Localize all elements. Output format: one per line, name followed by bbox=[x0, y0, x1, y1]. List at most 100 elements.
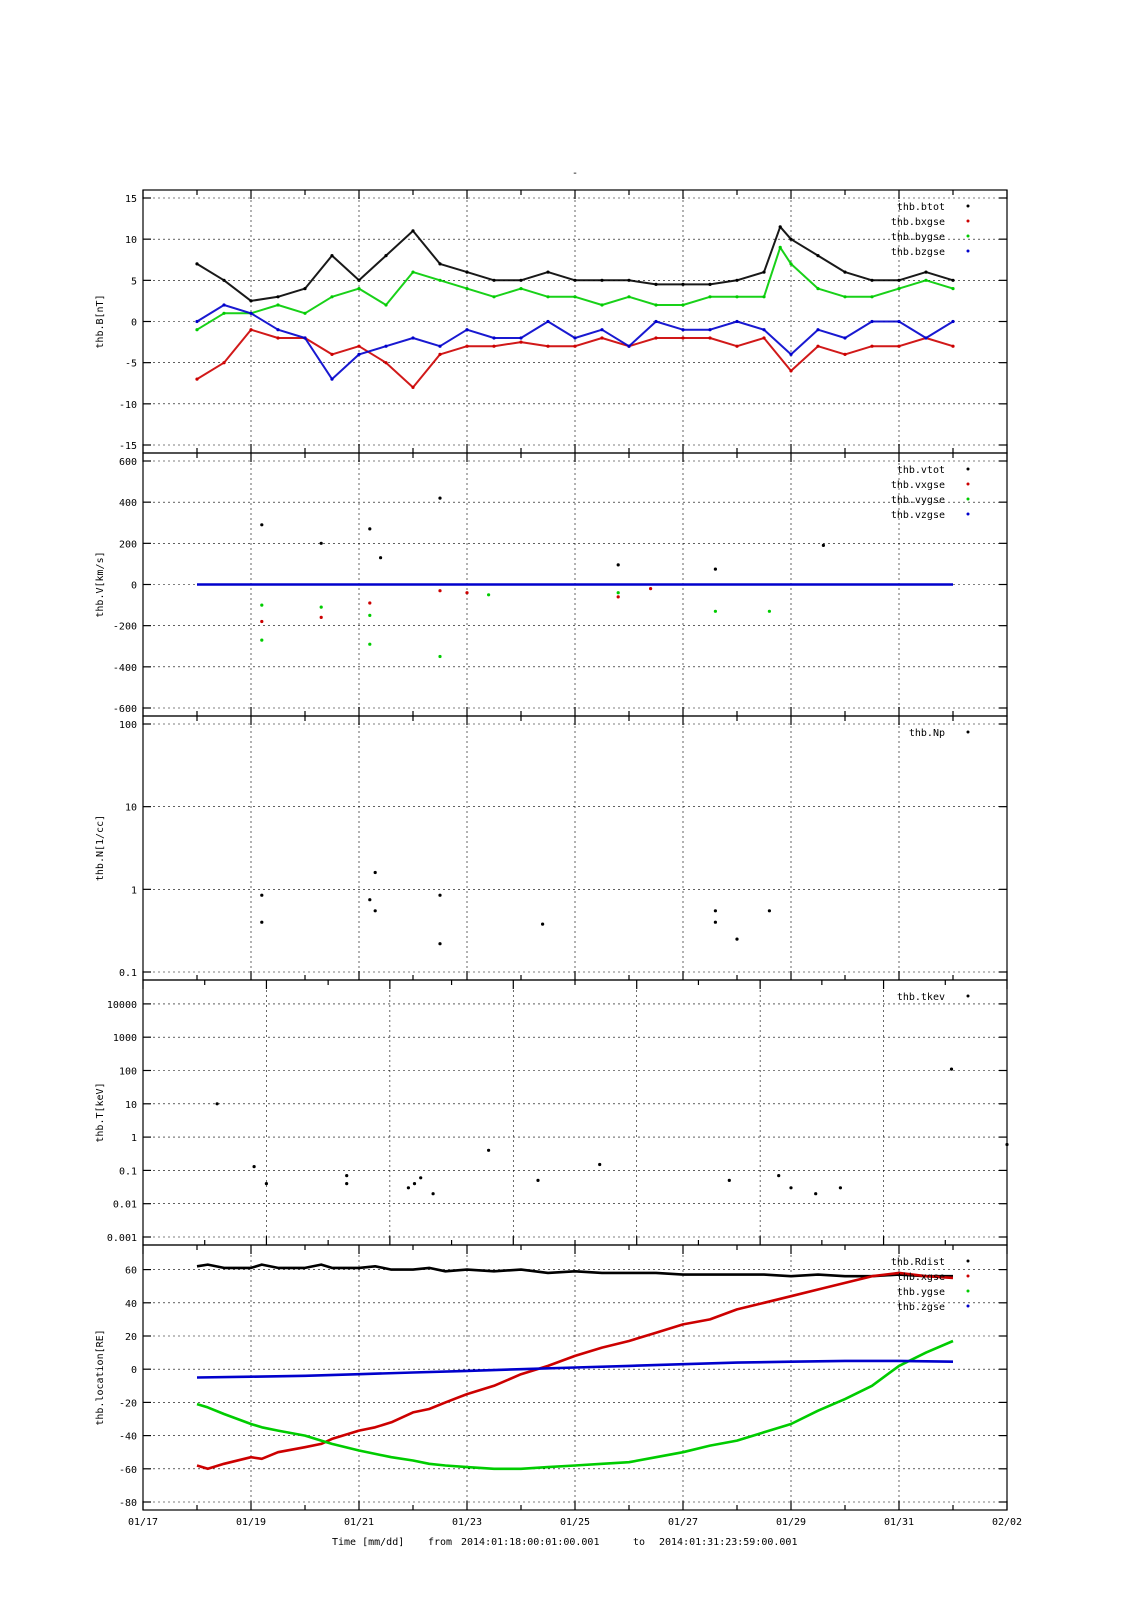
data-point bbox=[681, 336, 685, 340]
data-point bbox=[357, 287, 361, 291]
series-thb.Np bbox=[260, 870, 772, 946]
data-point bbox=[600, 303, 604, 307]
y-tick-label: 10 bbox=[125, 235, 137, 246]
data-point bbox=[249, 328, 253, 332]
series-thb.ygse bbox=[196, 1339, 954, 1471]
data-point bbox=[438, 278, 442, 282]
data-point bbox=[330, 295, 334, 299]
data-point bbox=[951, 287, 955, 291]
x-tick-label: 01/23 bbox=[452, 1517, 482, 1528]
data-point bbox=[260, 619, 264, 624]
y-tick-label: 100 bbox=[119, 720, 137, 731]
data-point bbox=[319, 541, 323, 545]
data-point bbox=[373, 909, 377, 913]
legend-marker bbox=[966, 482, 970, 486]
data-point bbox=[438, 942, 442, 946]
data-point bbox=[727, 1178, 731, 1182]
data-point bbox=[465, 328, 469, 332]
x-tick-label: 01/25 bbox=[560, 1517, 590, 1528]
data-point bbox=[411, 229, 415, 233]
data-point bbox=[598, 1162, 602, 1167]
y-axis-label: thb.N[1/cc] bbox=[95, 815, 106, 881]
data-point bbox=[735, 937, 739, 941]
data-point bbox=[195, 328, 199, 332]
data-point bbox=[411, 385, 415, 389]
data-point bbox=[546, 270, 550, 274]
data-point bbox=[573, 336, 577, 340]
data-point bbox=[222, 278, 226, 282]
legend-label: thb.bxgse bbox=[891, 217, 945, 228]
data-point bbox=[519, 336, 523, 340]
series-trace bbox=[196, 225, 954, 302]
data-point bbox=[492, 344, 496, 348]
data-point bbox=[838, 1186, 843, 1190]
series-thb.btot bbox=[195, 225, 955, 303]
legend-marker bbox=[966, 249, 970, 253]
data-point bbox=[492, 336, 496, 340]
series-trace bbox=[196, 246, 954, 331]
series-thb.tkev bbox=[215, 1067, 1009, 1196]
y-tick-label: 10 bbox=[125, 1100, 137, 1111]
data-point bbox=[789, 237, 793, 241]
panel-frame bbox=[142, 979, 1008, 1246]
data-point bbox=[384, 344, 388, 348]
data-point bbox=[767, 609, 772, 613]
series-thb.bygse bbox=[195, 245, 955, 332]
data-point bbox=[303, 287, 307, 291]
data-point bbox=[465, 270, 469, 274]
data-point bbox=[260, 893, 264, 897]
legend-marker bbox=[966, 1259, 970, 1263]
data-point bbox=[778, 245, 782, 249]
x-tick-label: 01/19 bbox=[236, 1517, 266, 1528]
data-point bbox=[627, 344, 631, 348]
data-point bbox=[789, 369, 793, 373]
range-from-label: from bbox=[428, 1537, 452, 1548]
data-point bbox=[260, 523, 264, 527]
data-point bbox=[616, 591, 620, 595]
data-point bbox=[195, 319, 199, 324]
legend-marker bbox=[966, 730, 970, 734]
data-point bbox=[897, 278, 901, 282]
y-tick-label: 0.01 bbox=[113, 1200, 137, 1211]
legend-label: thb.xgse bbox=[897, 1272, 945, 1283]
figure-title-mark: - bbox=[572, 168, 578, 179]
legend-label: thb.bygse bbox=[891, 232, 945, 243]
data-point bbox=[762, 336, 766, 340]
y-tick-label: -80 bbox=[119, 1498, 137, 1509]
data-point bbox=[319, 615, 323, 620]
data-point bbox=[713, 920, 718, 924]
data-point bbox=[195, 262, 199, 266]
data-point bbox=[438, 262, 442, 266]
series-line bbox=[196, 1339, 954, 1471]
data-point bbox=[627, 295, 631, 299]
data-point bbox=[778, 225, 782, 229]
data-point bbox=[627, 278, 631, 282]
data-point bbox=[276, 303, 280, 307]
y-tick-label: -10 bbox=[119, 400, 137, 411]
y-tick-label: -15 bbox=[119, 441, 137, 452]
data-point bbox=[735, 344, 739, 348]
data-point bbox=[249, 311, 253, 315]
series-thb.zgse bbox=[196, 1359, 954, 1379]
data-point bbox=[303, 336, 307, 340]
data-point bbox=[762, 270, 766, 274]
legend-label: thb.vxgse bbox=[891, 480, 945, 491]
data-point bbox=[368, 527, 372, 531]
data-point bbox=[949, 1067, 954, 1071]
data-point bbox=[767, 909, 772, 913]
data-point bbox=[536, 1178, 540, 1182]
data-point bbox=[330, 352, 334, 356]
panel-0: -15 -10 -5 0 5 10 15 thb.B[nT] thb.btot thb.bxgse… bbox=[95, 189, 1008, 454]
data-point bbox=[870, 344, 874, 348]
series-thb.xgse bbox=[196, 1271, 954, 1471]
data-point bbox=[708, 282, 712, 286]
x-tick-label: 02/02 bbox=[992, 1517, 1022, 1528]
legend-marker bbox=[966, 512, 970, 516]
y-tick-label: -20 bbox=[119, 1398, 137, 1409]
data-point bbox=[330, 254, 334, 258]
data-point bbox=[519, 287, 523, 291]
legend-label: thb.Rdist bbox=[891, 1257, 945, 1268]
data-point bbox=[546, 295, 550, 299]
y-axis-label: thb.V[km/s] bbox=[95, 551, 106, 617]
